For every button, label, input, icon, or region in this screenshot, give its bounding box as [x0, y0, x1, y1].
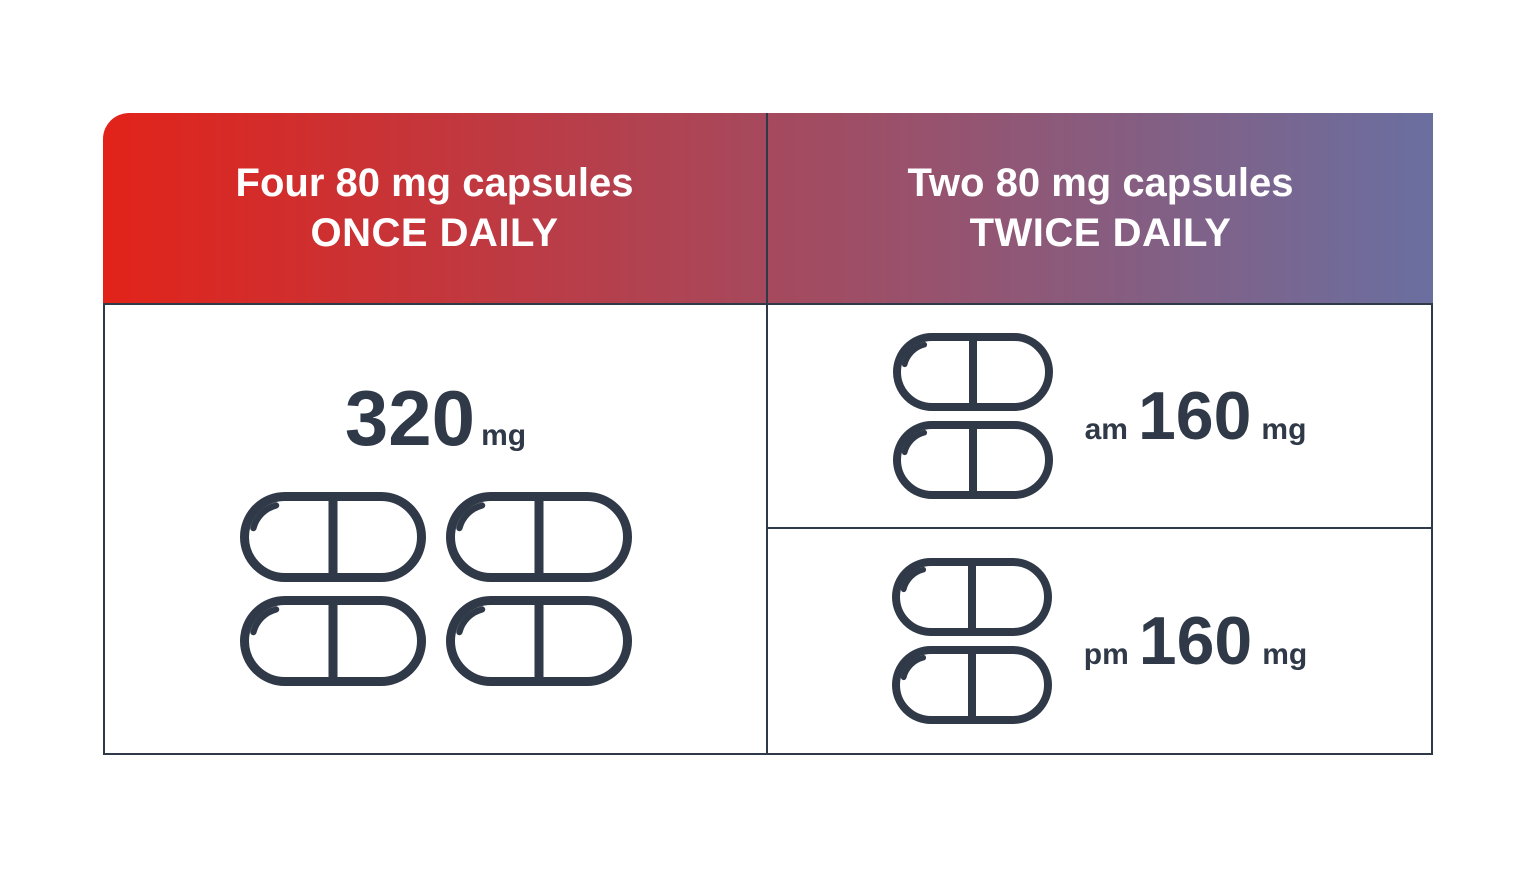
pm-dose-value: 160 — [1139, 602, 1252, 680]
once-daily-dose-value: 320 — [345, 374, 475, 462]
header-once-line2: ONCE DAILY — [310, 208, 558, 258]
once-daily-dose-unit: mg — [481, 419, 526, 452]
capsule-icon — [240, 492, 426, 582]
header-twice-line1: Two 80 mg capsules — [907, 158, 1293, 208]
am-capsules — [893, 333, 1053, 499]
header-cell-once-daily: Four 80 mg capsules ONCE DAILY — [103, 113, 768, 303]
twice-daily-pm-row: pm 160 mg — [768, 529, 1433, 755]
capsule-icon — [892, 646, 1052, 724]
am-dose-value: 160 — [1138, 377, 1251, 455]
pm-prefix: pm — [1084, 638, 1129, 672]
once-daily-capsules — [240, 492, 632, 686]
am-dose-unit: mg — [1261, 413, 1306, 447]
twice-daily-am-row: am 160 mg — [768, 303, 1433, 529]
once-daily-dose: 320mg — [345, 373, 526, 464]
card-header: Four 80 mg capsules ONCE DAILY Two 80 mg… — [103, 113, 1433, 303]
capsule-icon — [446, 492, 632, 582]
capsule-icon — [240, 596, 426, 686]
card-body: 320mg am 160 — [103, 303, 1433, 755]
capsule-icon — [893, 421, 1053, 499]
pm-dose: pm 160 mg — [1084, 602, 1307, 680]
capsule-icon — [892, 558, 1052, 636]
pm-dose-unit: mg — [1262, 638, 1307, 672]
am-prefix: am — [1085, 413, 1128, 447]
header-cell-twice-daily: Two 80 mg capsules TWICE DAILY — [768, 113, 1433, 303]
pm-capsules — [892, 558, 1052, 724]
header-twice-line2: TWICE DAILY — [970, 208, 1232, 258]
header-once-line1: Four 80 mg capsules — [236, 158, 634, 208]
capsule-icon — [893, 333, 1053, 411]
dosing-card: Four 80 mg capsules ONCE DAILY Two 80 mg… — [103, 113, 1433, 755]
twice-daily-panel: am 160 mg pm 160 mg — [768, 303, 1433, 755]
once-daily-panel: 320mg — [103, 303, 768, 755]
am-dose: am 160 mg — [1085, 377, 1307, 455]
capsule-icon — [446, 596, 632, 686]
